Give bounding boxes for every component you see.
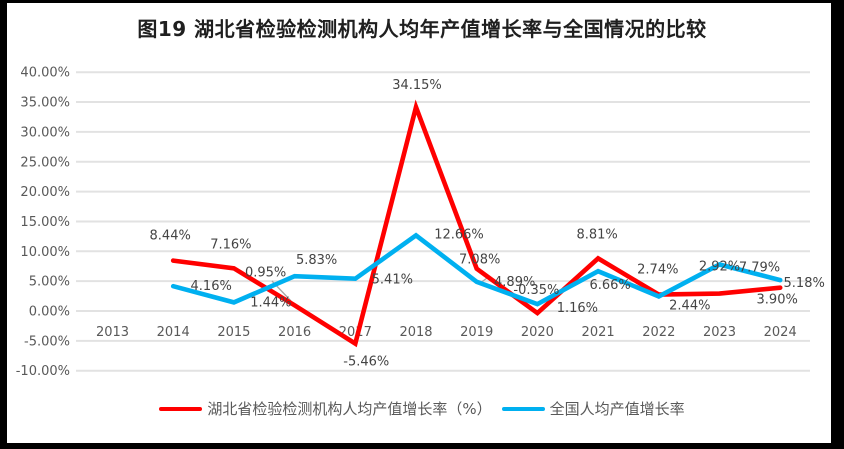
data-label-national: 5.18% (784, 276, 825, 291)
x-axis-tick-label: 2018 (399, 325, 432, 340)
y-axis-tick-label: 30.00% (20, 125, 70, 140)
y-axis-tick-label: 35.00% (20, 96, 70, 111)
data-label-hubei: 0.95% (245, 265, 286, 280)
data-label-national: 6.66% (589, 278, 630, 293)
data-label-hubei: -5.46% (343, 355, 389, 370)
data-label-hubei: 34.15% (392, 78, 442, 93)
chart-title: 图19 湖北省检验检测机构人均年产值增长率与全国情况的比较 (137, 17, 707, 41)
data-label-hubei: -0.35% (513, 283, 559, 298)
series-line-hubei (170, 99, 783, 348)
data-label-national: 2.44% (669, 298, 710, 313)
data-label-national: 1.44% (250, 295, 291, 310)
x-axis-tick-label: 2021 (582, 325, 615, 340)
figure-border-right (831, 0, 844, 449)
x-axis-tick-label: 2014 (157, 325, 190, 340)
x-axis-tick-label: 2023 (703, 325, 736, 340)
legend-item-national: 全国人均产值增长率 (501, 399, 685, 419)
data-label-national: 4.89% (494, 275, 535, 290)
legend-label-national: 全国人均产值增长率 (549, 400, 685, 418)
x-axis-tick-label: 2022 (642, 325, 675, 340)
y-axis-tick-label: 5.00% (29, 275, 70, 290)
data-label-hubei: 7.16% (210, 237, 251, 252)
x-axis-tick-label: 2024 (764, 325, 797, 340)
data-label-hubei: 2.92% (699, 260, 740, 275)
x-axis-tick-label: 2020 (521, 325, 554, 340)
y-axis-tick-label: 25.00% (20, 155, 70, 170)
legend: 湖北省检验检测机构人均产值增长率（%） 全国人均产值增长率 (0, 399, 844, 419)
x-axis-tick-label: 2015 (217, 325, 250, 340)
data-label-hubei: 8.81% (576, 227, 617, 242)
x-axis-tick-label: 2013 (96, 325, 129, 340)
y-axis-tick-label: -10.00% (16, 364, 70, 379)
x-axis-tick-label: 2016 (278, 325, 311, 340)
legend-label-hubei: 湖北省检验检测机构人均产值增长率（%） (207, 400, 492, 418)
legend-line-swatch-blue (501, 406, 545, 412)
legend-item-hubei: 湖北省检验检测机构人均产值增长率（%） (159, 399, 492, 419)
data-label-hubei: 3.90% (757, 293, 798, 308)
figure-border-bottom (0, 443, 844, 449)
y-axis-tick-label: -5.00% (24, 334, 70, 349)
data-label-national: 1.16% (557, 301, 598, 316)
data-label-national: 5.41% (372, 273, 413, 288)
legend-line-swatch-red (159, 406, 203, 412)
data-label-hubei: 2.74% (637, 263, 678, 278)
data-label-national: 5.83% (296, 253, 337, 268)
data-label-national: 4.16% (191, 279, 232, 294)
data-label-national: 7.79% (739, 260, 780, 275)
y-axis-tick-label: 20.00% (20, 185, 70, 200)
data-label-hubei: 7.08% (459, 253, 500, 268)
y-axis-tick-label: 0.00% (29, 305, 70, 320)
y-axis-tick-label: 40.00% (20, 66, 70, 81)
x-axis-tick-label: 2019 (460, 325, 493, 340)
figure-border-top (0, 0, 844, 3)
data-label-national: 12.66% (434, 227, 484, 242)
y-axis-tick-label: 15.00% (20, 215, 70, 230)
figure-border-left (0, 0, 7, 449)
data-label-hubei: 8.44% (150, 229, 191, 244)
y-axis-tick-label: 10.00% (20, 245, 70, 260)
series-line-national (170, 232, 783, 307)
